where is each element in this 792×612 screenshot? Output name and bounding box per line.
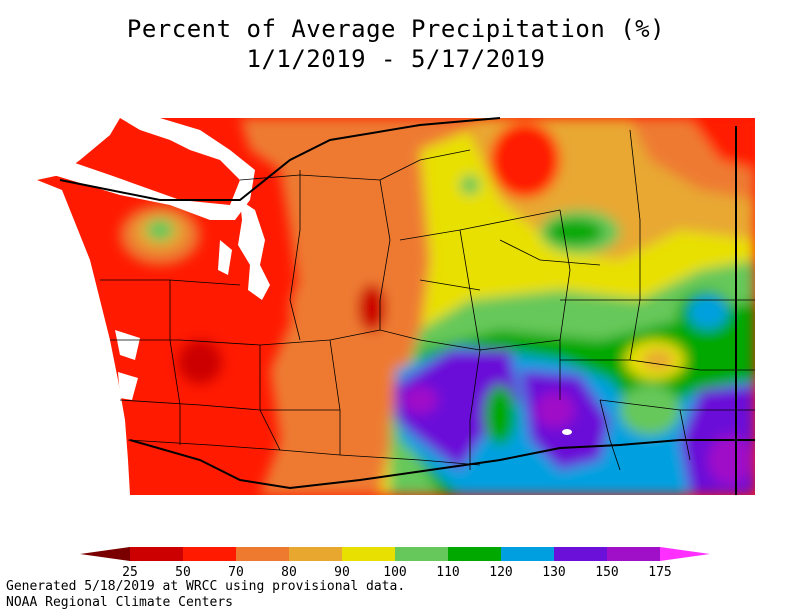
puget-sound — [238, 200, 270, 300]
legend-label: 90 — [334, 565, 350, 580]
legend-label: 130 — [542, 565, 565, 580]
legend-label: 100 — [383, 565, 406, 580]
legend-label: 80 — [281, 565, 297, 580]
legend-swatch — [554, 547, 607, 561]
county-boundaries — [100, 129, 755, 471]
legend-swatch — [236, 547, 289, 561]
strait-of-juan-de-fuca — [37, 118, 255, 220]
legend-low-arrow — [80, 547, 130, 561]
legend-label: 150 — [595, 565, 618, 580]
grays-harbor — [115, 330, 140, 360]
pacific-ocean — [37, 180, 130, 495]
legend-label: 110 — [436, 565, 459, 580]
willapa-bay — [118, 372, 138, 400]
map-date-range: 1/1/2019 - 5/17/2019 — [246, 45, 546, 73]
legend: 25 50 70 80 90 100 110 120 130 150 175 — [80, 547, 710, 580]
legend-bins — [130, 547, 660, 561]
legend-label: 25 — [122, 565, 138, 580]
source-note: NOAA Regional Climate Centers — [6, 595, 233, 610]
zone-175-plus — [402, 386, 438, 414]
map-title: Percent of Average Precipitation (%) — [126, 15, 666, 43]
precipitation-field — [37, 118, 755, 495]
legend-swatch — [448, 547, 501, 561]
legend-swatch — [130, 547, 183, 561]
zone-150-175 — [395, 350, 520, 470]
legend-label: 120 — [489, 565, 512, 580]
generated-note: Generated 5/18/2019 at WRCC using provis… — [6, 579, 406, 594]
legend-label: 175 — [648, 565, 671, 580]
legend-swatch — [501, 547, 554, 561]
hood-canal — [218, 240, 232, 275]
legend-swatch — [395, 547, 448, 561]
legend-label: 70 — [228, 565, 244, 580]
legend-swatch — [607, 547, 660, 561]
legend-label: 50 — [175, 565, 191, 580]
lake — [562, 429, 572, 435]
legend-swatch — [342, 547, 395, 561]
legend-swatch — [289, 547, 342, 561]
legend-swatch — [183, 547, 236, 561]
legend-high-arrow — [660, 547, 710, 561]
precipitation-map — [37, 117, 755, 495]
legend-labels: 25 50 70 80 90 100 110 120 130 150 175 — [122, 565, 672, 580]
state-boundaries — [59, 117, 755, 495]
